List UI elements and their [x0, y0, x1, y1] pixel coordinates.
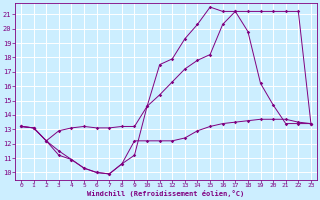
X-axis label: Windchill (Refroidissement éolien,°C): Windchill (Refroidissement éolien,°C)	[87, 190, 244, 197]
